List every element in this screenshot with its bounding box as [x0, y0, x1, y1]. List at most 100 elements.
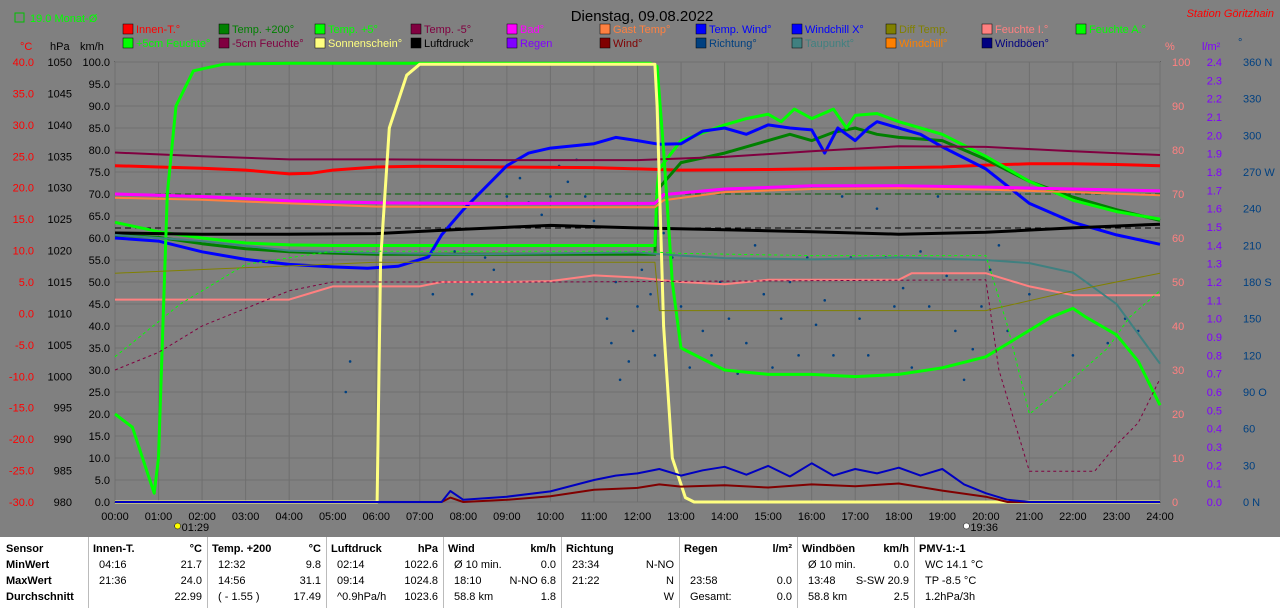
- tick-rain: 0.8: [1207, 350, 1222, 362]
- tick-percent: 20: [1172, 409, 1184, 421]
- sunrise-icon: [174, 522, 181, 530]
- direction-point: [797, 354, 800, 357]
- legend-swatch: [791, 37, 803, 49]
- stats-time: 04:16: [99, 559, 127, 571]
- legend-swatch: [791, 23, 803, 35]
- stats-column: Innen-T. °C 04:16 21.7 21:36 24.0 22.99: [88, 537, 208, 608]
- stats-value: S-SW 20.9: [855, 575, 909, 587]
- tick-time: 19:00: [929, 511, 957, 523]
- tick-rain: 0.2: [1207, 460, 1222, 472]
- stats-header: Wind: [448, 543, 475, 555]
- direction-point: [954, 329, 957, 333]
- stats-unit: °C: [189, 543, 202, 555]
- tick-rain: 0.1: [1207, 479, 1222, 491]
- direction-point: [610, 341, 613, 345]
- tick-kmh: 40.0: [89, 321, 110, 333]
- tick-kmh: 80.0: [89, 145, 110, 157]
- series-temp-5: [114, 145, 1161, 162]
- tick-time: 06:00: [362, 511, 390, 523]
- tick-direction: 0 N: [1243, 497, 1260, 509]
- stats-header: Regen: [684, 543, 718, 555]
- tick-time: 10:00: [537, 511, 565, 523]
- tick-time: 21:00: [1016, 511, 1044, 523]
- direction-point: [806, 256, 809, 259]
- stats-time: Ø 10 min.: [454, 559, 502, 571]
- tick-rain: 1.7: [1207, 185, 1222, 197]
- legend-swatch: [981, 23, 993, 35]
- legend-label: Windchill X°: [805, 24, 864, 36]
- stats-time: ^0.9hPa/h: [337, 591, 387, 603]
- series-lines: [114, 61, 1162, 504]
- legend-label: Temp. +5°: [328, 24, 378, 36]
- direction-point: [540, 213, 544, 217]
- legend-swatch: [410, 37, 422, 49]
- direction-point: [727, 317, 731, 320]
- tick-kmh: 20.0: [89, 409, 110, 421]
- direction-point: [936, 195, 940, 198]
- legend-swatch: [314, 23, 326, 35]
- tick-celsius: -25.0: [9, 466, 34, 478]
- tick-hpa: 1015: [48, 277, 72, 289]
- stats-column: PMV-1:-1 WC 14.1 °C TP -8.5 °C 1.2hPa/3h: [914, 537, 1015, 608]
- direction-point: [688, 366, 692, 369]
- stats-unit: l/m²: [772, 543, 792, 555]
- legend-swatch: [218, 23, 230, 35]
- direction-point: [858, 317, 861, 320]
- tick-kmh: 55.0: [89, 255, 110, 267]
- weather-chart: 19.0 Monat-Ø Dienstag, 09.08.2022 Statio…: [8, 8, 1276, 534]
- tick-time: 04:00: [275, 511, 303, 523]
- stats-time: 09:14: [337, 575, 365, 587]
- direction-point: [592, 219, 596, 223]
- legend-label: -5cm Feuchte°: [232, 38, 304, 50]
- legend-swatch: [122, 23, 134, 35]
- tick-time: 14:00: [711, 511, 739, 523]
- direction-point: [901, 286, 905, 290]
- tick-direction: 360 N: [1243, 57, 1272, 69]
- direction-point: [980, 305, 983, 308]
- series-sonnenschein: [115, 62, 1160, 504]
- direction-point: [649, 292, 652, 296]
- direction-point: [653, 354, 657, 357]
- tick-time: 24:00: [1146, 511, 1174, 523]
- legend-swatch: [1075, 23, 1087, 35]
- tick-rain: 1.4: [1207, 240, 1222, 252]
- stats-header: Temp. +200: [212, 543, 272, 555]
- tick-rain: 0.5: [1207, 405, 1222, 417]
- tick-time: 01:00: [145, 511, 173, 523]
- unit-percent: %: [1165, 41, 1175, 53]
- tick-rain: 2.1: [1207, 112, 1222, 124]
- tick-kmh: 15.0: [89, 431, 110, 443]
- stats-time: 58.8 km: [808, 591, 848, 603]
- tick-time: 16:00: [798, 511, 826, 523]
- tick-celsius: 30.0: [13, 120, 34, 132]
- direction-point: [344, 390, 348, 394]
- station-name: Station Göritzhain: [1187, 8, 1274, 20]
- series-wind: [115, 482, 1160, 503]
- tick-time: 15:00: [754, 511, 782, 523]
- stats-unit: km/h: [530, 543, 556, 555]
- tick-celsius: -20.0: [9, 434, 34, 446]
- direction-point: [348, 360, 352, 363]
- direction-point: [710, 354, 713, 357]
- direction-point: [840, 195, 844, 198]
- legend-swatch: [885, 37, 897, 49]
- monthly-avg: 19.0 Monat-Ø: [30, 13, 98, 25]
- tick-time: 23:00: [1103, 511, 1131, 523]
- direction-point: [1071, 354, 1075, 357]
- stats-column: Regen l/m² 23:58 0.0 Gesamt: 0.0: [679, 537, 798, 608]
- direction-point: [832, 354, 835, 357]
- tick-percent: 100: [1172, 57, 1190, 69]
- direction-point: [893, 305, 896, 308]
- sunrise-time: 01:29: [182, 522, 210, 534]
- direction-point: [753, 244, 757, 247]
- tick-direction: 90 O: [1243, 387, 1267, 399]
- stats-value: 0.0: [893, 559, 909, 571]
- stats-value: 1023.6: [404, 591, 438, 603]
- stats-value: 24.0: [180, 575, 202, 587]
- stats-time: 13:48: [808, 575, 836, 587]
- tick-rain: 2.2: [1207, 94, 1222, 106]
- unit-rain: l/m²: [1202, 41, 1221, 53]
- legend-label: Diff Temp.: [899, 24, 948, 36]
- direction-point: [997, 244, 1001, 247]
- tick-kmh: 35.0: [89, 343, 110, 355]
